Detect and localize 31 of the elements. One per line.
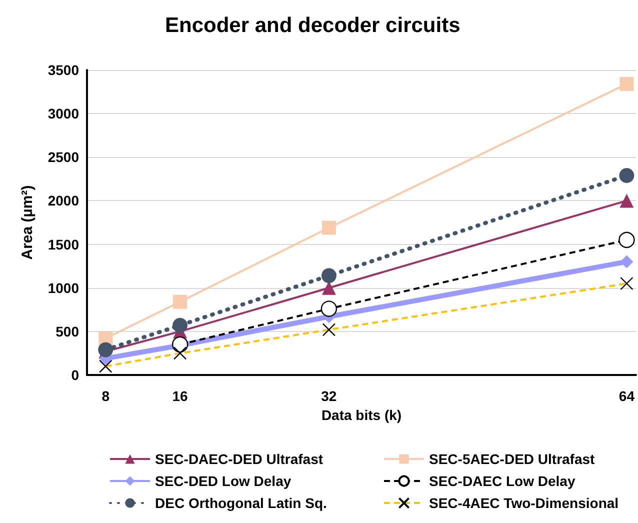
point: [620, 76, 634, 91]
point: [173, 294, 188, 309]
point: [618, 232, 635, 248]
y-tick-label: 1000: [48, 280, 80, 296]
x-axis-title: Data bits (k): [321, 406, 402, 423]
legend-label: SEC-DED Low Delay: [155, 473, 292, 489]
point: [620, 194, 634, 208]
y-axis-title: Area (µm²): [19, 185, 36, 260]
y-tick-label: 1500: [48, 236, 80, 252]
legend-label: SEC-4AEC Two-Dimensional: [429, 495, 619, 511]
point: [620, 255, 634, 268]
x-tick-label: 8: [102, 388, 110, 404]
y-tick-label: 2000: [48, 192, 80, 209]
chart-title: Encoder and decoder circuits: [165, 14, 460, 37]
y-tick-label: 0: [71, 367, 80, 383]
point: [619, 168, 634, 183]
x-tick-label: 32: [321, 388, 337, 404]
point: [320, 300, 338, 317]
point: [321, 268, 336, 284]
legend-label: SEC-DAEC-DED Ultrafast: [155, 451, 324, 467]
y-tick-label: 3000: [48, 106, 80, 122]
x-tick-label: 64: [618, 388, 635, 404]
point: [322, 220, 336, 235]
legend-label: SEC-DAEC Low Delay: [429, 473, 576, 489]
y-tick-label: 500: [56, 323, 80, 340]
y-tick-label: 2500: [48, 149, 80, 166]
legend-label: DEC Orthogonal Latin Sq.: [155, 495, 327, 511]
y-tick-label: 3500: [48, 62, 80, 78]
legend-label: SEC-5AEC-DED Ultrafast: [429, 451, 596, 467]
x-tick-label: 16: [172, 388, 188, 404]
point: [172, 318, 188, 333]
